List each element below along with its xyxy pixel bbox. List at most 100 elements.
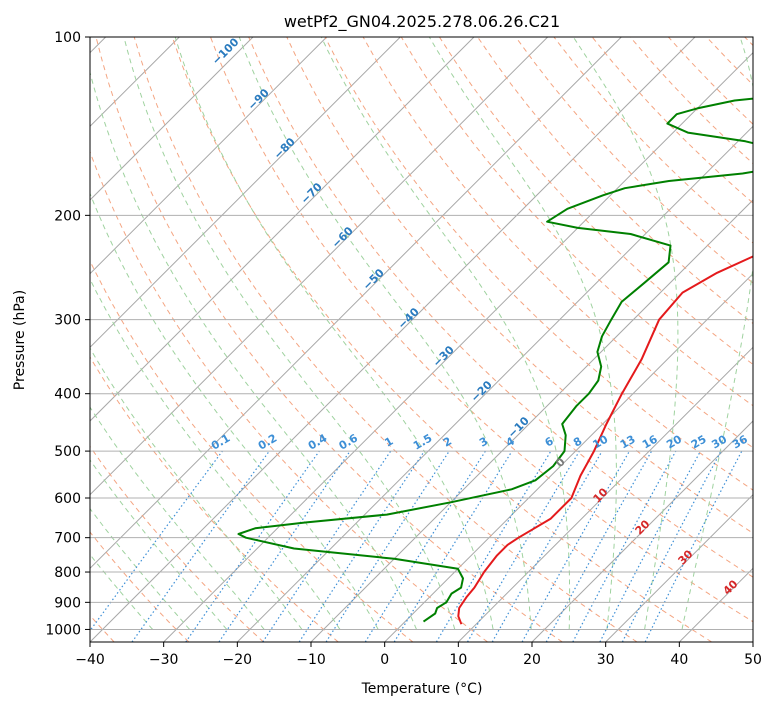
dry-adiabat (477, 37, 753, 325)
isotherm-line (90, 37, 254, 201)
isotherm-line (90, 37, 622, 570)
y-axis-label: Pressure (hPa) (12, 290, 28, 390)
mixing-ratio-label: 1 (382, 435, 395, 450)
moist-adiabat (90, 406, 265, 630)
isotherm-label: −80 (271, 135, 298, 162)
dry-adiabat (90, 356, 339, 642)
isotherm-line (90, 37, 549, 496)
mixing-ratio-line (572, 450, 677, 642)
mixing-ratio-line (599, 450, 702, 642)
isotherm-line (90, 37, 475, 422)
isotherm-line (678, 567, 753, 642)
x-tick-label: 40 (670, 652, 688, 668)
mixing-ratio-line (644, 450, 743, 642)
dry-adiabat (553, 37, 753, 244)
mixing-ratio-line (521, 450, 631, 642)
isotherm-line (90, 37, 328, 275)
isotherm-label: −70 (298, 180, 325, 207)
dry-adiabat (90, 531, 190, 642)
y-tick-label: 400 (54, 387, 81, 403)
isotherm-line (457, 346, 753, 642)
dry-adiabat (438, 37, 753, 366)
isotherm-label: −60 (329, 224, 356, 251)
mixing-ratio-label: 13 (618, 433, 638, 452)
isotherm-line (90, 37, 401, 349)
moist-adiabat (123, 37, 456, 630)
isotherm-line (90, 37, 696, 642)
isotherm-label: −10 (505, 414, 532, 441)
isotherm-line (236, 125, 753, 642)
isotherm-label: −30 (430, 343, 457, 370)
isotherm-line (531, 420, 753, 642)
x-tick-label: −30 (149, 652, 179, 668)
mixing-ratio-label: 1.5 (411, 432, 434, 453)
moist-adiabat (320, 37, 571, 630)
moist-adiabat (238, 37, 532, 630)
isotherm-line (752, 641, 753, 642)
x-tick-label: −20 (223, 652, 253, 668)
y-tick-label: 300 (54, 313, 81, 329)
x-tick-label: 20 (523, 652, 541, 668)
mixing-ratio-line (90, 450, 223, 632)
adiabat-label: 10 (591, 485, 611, 505)
x-tick-label: 50 (744, 652, 762, 668)
moist-adiabat (90, 459, 228, 630)
y-tick-label: 100 (54, 30, 81, 46)
moist-adiabat (90, 192, 379, 630)
moist-adiabat (572, 37, 679, 630)
mixing-ratio-line (298, 450, 425, 642)
dry-adiabat (210, 37, 753, 623)
y-tick-label: 200 (54, 208, 81, 224)
x-tick-label: 10 (449, 652, 467, 668)
isotherm-label: −40 (395, 305, 422, 332)
adiabat-label: 40 (721, 577, 741, 597)
isotherm-label: −20 (468, 378, 495, 405)
y-tick-label: 700 (54, 531, 81, 547)
adiabat-label: 20 (633, 517, 653, 537)
mixing-ratio-label: 3 (477, 435, 490, 450)
isotherm-line (384, 272, 753, 642)
mixing-ratio-label: 36 (730, 432, 750, 451)
y-tick-label: 500 (54, 444, 81, 460)
moist-adiabat (90, 347, 303, 630)
dry-adiabat (286, 37, 753, 534)
y-tick-label: 800 (54, 565, 81, 581)
mixing-ratio-line (185, 450, 320, 642)
moist-adiabat (174, 37, 494, 630)
dry-adiabat (90, 445, 264, 642)
dry-adiabat (95, 37, 563, 642)
mixing-ratio-line (218, 450, 351, 642)
isotherm-line (310, 199, 753, 642)
mixing-ratio-label: 30 (709, 432, 729, 451)
y-tick-label: 900 (54, 595, 81, 611)
mixing-ratio-line (466, 450, 580, 642)
isotherm-label: −50 (360, 266, 387, 293)
moist-adiabat (90, 70, 417, 630)
x-tick-label: 0 (380, 652, 389, 668)
mixing-ratio-line (545, 450, 653, 642)
mixing-ratio-label: 6 (543, 434, 556, 449)
temperature-profile-line (457, 255, 753, 625)
mixing-ratio-line (325, 450, 450, 642)
dry-adiabat (515, 37, 753, 284)
isotherm-label: −100 (210, 35, 242, 67)
moist-adiabat (90, 507, 190, 630)
moist-adiabat (428, 37, 617, 630)
mixing-ratio-label: 25 (689, 433, 709, 452)
dry-adiabat (133, 37, 638, 642)
moist-adiabat (681, 37, 753, 630)
adiabat-label: 30 (676, 547, 696, 567)
y-tick-label: 600 (54, 491, 81, 507)
x-tick-label: −40 (75, 652, 105, 668)
isotherm-line (605, 493, 753, 642)
mixing-ratio-label: 8 (571, 435, 584, 450)
dry-adiabat (744, 37, 753, 47)
dry-adiabat (706, 37, 753, 86)
x-tick-label: 30 (597, 652, 615, 668)
mixing-ratio-line (131, 450, 270, 642)
isotherm-label: −90 (245, 86, 272, 113)
mixing-ratio-label: 10 (591, 432, 611, 451)
dewpoint-profile-line (237, 97, 753, 623)
dry-adiabat (90, 150, 488, 642)
plot-frame (89, 36, 754, 643)
